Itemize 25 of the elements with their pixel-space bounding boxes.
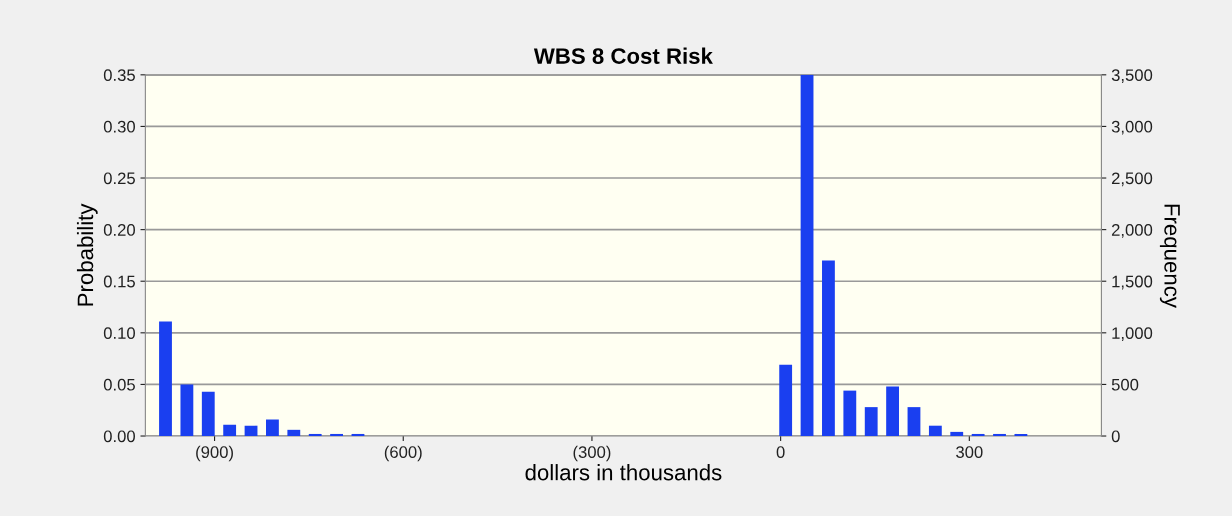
y-tick-label: 0.15 (103, 275, 135, 288)
y2-axis-title: Frequency (1159, 204, 1180, 308)
y2-tick-label: 500 (1111, 378, 1139, 391)
x-tick-label: (900) (196, 445, 233, 462)
y2-tick-label: 1,500 (1112, 275, 1153, 290)
x-tick-label: 300 (956, 446, 983, 458)
y-tick-label: 0.00 (103, 430, 136, 443)
y-tick-label: 0.05 (103, 378, 135, 391)
y-tick-label: 0.20 (103, 224, 136, 236)
y2-tick-label: 2,000 (1111, 224, 1153, 238)
y-tick-label: 0.10 (103, 327, 136, 340)
x-axis-title: dollars in thousands (525, 464, 722, 481)
y2-tick-label: 3,000 (1111, 120, 1153, 135)
y-tick-label: 0.35 (103, 69, 135, 82)
y2-tick-label: 0 (1111, 430, 1120, 443)
y2-tick-label: 2,500 (1111, 172, 1153, 187)
y-axis-title: Probability (76, 203, 98, 306)
x-tick-label: (600) (384, 445, 422, 462)
y-tick-label: 0.30 (103, 120, 136, 133)
x-tick-label: (300) (573, 445, 611, 462)
y2-tick-label: 1,000 (1112, 327, 1153, 341)
chart-title: WBS 8 Cost Risk (533, 47, 713, 64)
y-tick-label: 0.25 (103, 172, 135, 185)
y2-tick-label: 3,500 (1111, 69, 1153, 83)
x-tick-label: 0 (776, 446, 785, 458)
